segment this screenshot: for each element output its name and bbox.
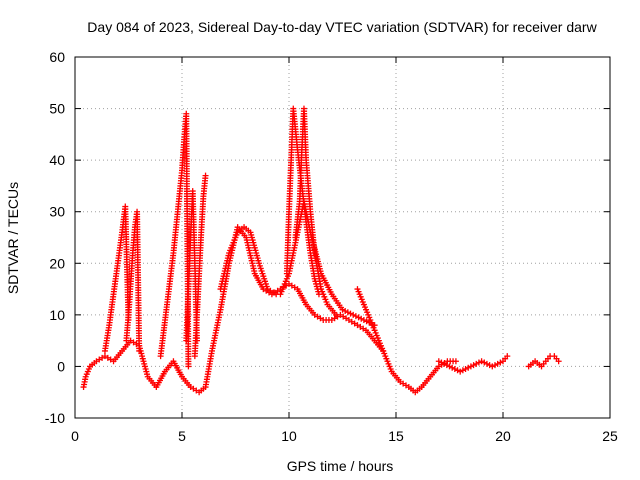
y-tick-label: 60 [49, 49, 65, 65]
data-point-fill [470, 362, 477, 369]
series-hump-10_5h [277, 198, 378, 329]
x-ticks: 0 5 10 15 20 25 [71, 57, 618, 444]
data-point-fill [355, 314, 362, 321]
x-tick-label: 0 [71, 428, 79, 444]
y-tick-label: 50 [49, 101, 65, 117]
x-tick-label: 15 [388, 428, 404, 444]
x-tick-label: 10 [281, 428, 297, 444]
data-point [333, 311, 340, 318]
y-axis-label: SDTVAR / TECUs [5, 182, 21, 294]
data-point-fill [475, 359, 482, 366]
data-point [185, 363, 192, 370]
data-point-fill [449, 364, 456, 371]
data-point [350, 311, 357, 318]
data-point [457, 368, 464, 375]
y-tick-label: 30 [49, 204, 65, 220]
data-point [360, 317, 367, 324]
data-point-fill [459, 367, 466, 374]
y-tick-label: 40 [49, 152, 65, 168]
data-point-fill [454, 367, 461, 374]
x-tick-label: 25 [602, 428, 618, 444]
series-night-18_20h [435, 353, 511, 375]
data-point-fill [443, 362, 450, 369]
data-point-fill [473, 360, 480, 367]
series-night-21_22h [525, 353, 562, 370]
data-point-fill [344, 309, 351, 316]
x-tick-label: 5 [178, 428, 186, 444]
data-point-fill [342, 307, 349, 314]
series-decline-15h [354, 286, 459, 396]
x-axis-label: GPS time / hours [287, 458, 394, 474]
data-point-fill [363, 318, 370, 325]
data-point-fill [491, 362, 498, 369]
series-base-track-early [80, 224, 387, 396]
data-point [452, 358, 459, 365]
x-tick-label: 20 [495, 428, 511, 444]
data-point-fill [441, 360, 448, 367]
chart-title: Day 084 of 2023, Sidereal Day-to-day VTE… [87, 19, 597, 35]
data-point [202, 172, 209, 179]
y-tick-label: 0 [57, 358, 65, 374]
data-point-fill [497, 359, 504, 366]
data-point [435, 358, 442, 365]
data-point [339, 306, 346, 313]
data-point-fill [486, 362, 493, 369]
series-spike-6h [191, 172, 209, 360]
data-points [80, 105, 562, 396]
series-spike-2_8h [123, 208, 143, 354]
data-point-fill [465, 364, 472, 371]
y-tick-label: 20 [49, 255, 65, 271]
data-point [467, 363, 474, 370]
data-point-fill [462, 366, 469, 373]
data-point [504, 353, 511, 360]
series-spike-10_7h [292, 105, 340, 318]
data-point [489, 363, 496, 370]
data-point [555, 358, 562, 365]
data-point [136, 347, 143, 354]
data-point-fill [451, 366, 458, 373]
plot-frame [74, 56, 611, 419]
data-point-fill [358, 315, 365, 322]
grid [75, 57, 610, 418]
series-bump-8h [217, 224, 280, 298]
data-point [478, 358, 485, 365]
data-point-fill [352, 313, 359, 320]
data-point-fill [347, 310, 354, 317]
y-tick-label: 10 [49, 307, 65, 323]
data-point-fill [481, 359, 488, 366]
y-ticks: -10 0 10 20 30 40 50 60 [45, 49, 610, 426]
y-tick-label: -10 [45, 410, 65, 426]
data-point-fill [483, 360, 490, 367]
data-point-fill [438, 359, 445, 366]
data-point-fill [494, 360, 501, 367]
data-point [446, 363, 453, 370]
